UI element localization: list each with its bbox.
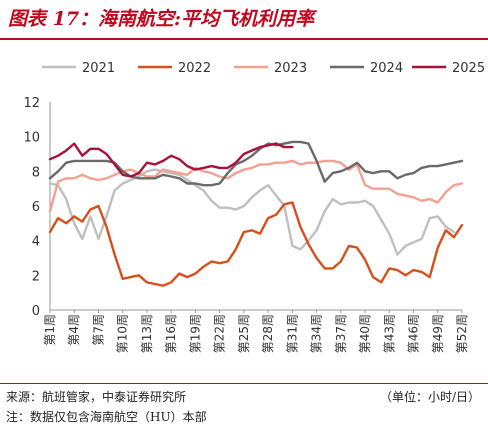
legend-label-2021: 2021 <box>82 61 115 76</box>
y-tick-label: 2 <box>32 269 40 284</box>
y-tick-label: 4 <box>32 235 40 250</box>
title-divider <box>0 38 488 40</box>
x-tick-label: 第7周 <box>91 314 105 346</box>
x-tick-label: 第25周 <box>237 314 251 353</box>
chart-title: 图表 17：海南航空:平均飞机利用率 <box>8 8 315 30</box>
series-line-2022 <box>48 201 464 287</box>
x-tick-label: 第1周 <box>43 314 57 346</box>
x-tick-label: 第22周 <box>213 314 227 353</box>
x-tick-label: 第10周 <box>116 314 130 353</box>
series-line-2025 <box>48 142 294 178</box>
x-tick-label: 第52周 <box>455 314 469 353</box>
legend-label-2023: 2023 <box>274 61 307 76</box>
x-tick-label: 第43周 <box>382 314 396 353</box>
chart-legend: 2021 2022 2023 2024 2025 <box>42 61 485 76</box>
x-tick-label: 第4周 <box>67 314 81 346</box>
unit-note: （单位：小时/日） <box>379 390 480 404</box>
y-tick-label: 12 <box>23 96 40 111</box>
x-tick-label: 第19周 <box>188 314 202 353</box>
chart-series <box>48 140 464 287</box>
legend-label-2024: 2024 <box>370 61 403 76</box>
source-note: 来源：航班管家，中泰证券研究所 <box>6 390 187 404</box>
line-chart: 2021 2022 2023 2024 2025 024681012第1周 第4周 第7周第… <box>23 61 485 353</box>
y-tick-label: 10 <box>23 131 40 146</box>
legend-label-2025: 2025 <box>452 61 485 76</box>
x-tick-label: 第49周 <box>431 314 445 353</box>
y-tick-label: 6 <box>32 200 40 215</box>
data-note: 注：数据仅包含海南航空（HU）本部 <box>6 410 207 424</box>
y-tick-label: 0 <box>32 304 40 319</box>
x-tick-label: 第13周 <box>140 314 154 353</box>
x-tick-label: 第28周 <box>261 314 275 353</box>
series-line-2024 <box>48 140 464 187</box>
legend-label-2022: 2022 <box>178 61 211 76</box>
series-line-2021 <box>48 168 456 256</box>
x-tick-label: 第34周 <box>310 314 324 353</box>
series-line-2023 <box>48 159 464 213</box>
x-tick-label: 第40周 <box>358 314 372 353</box>
x-tick-label: 第31周 <box>285 314 299 353</box>
x-tick-label: 第37周 <box>334 314 348 353</box>
y-tick-label: 8 <box>32 165 40 180</box>
x-tick-label: 第16周 <box>164 314 178 353</box>
x-tick-label: 第46周 <box>407 314 421 353</box>
footer-divider <box>0 383 488 384</box>
